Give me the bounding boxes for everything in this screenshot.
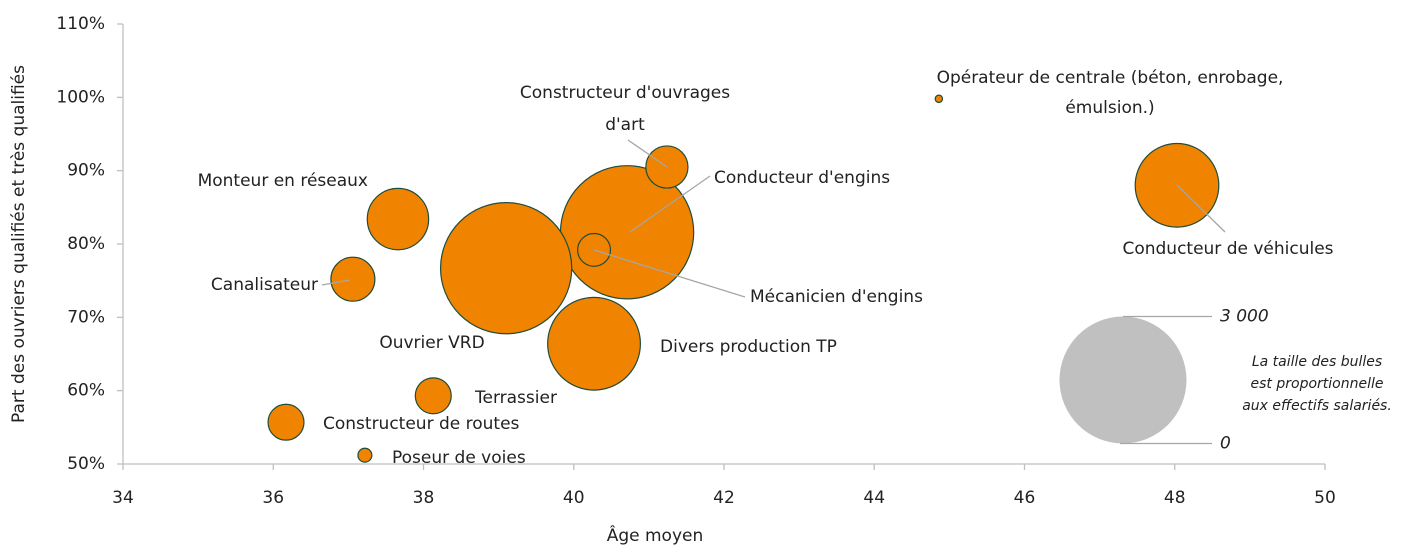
- y-tick-label: 100%: [56, 87, 105, 107]
- x-tick-label: 36: [262, 488, 284, 508]
- y-axis-title: Part des ouvriers qualifiés et très qual…: [9, 65, 29, 423]
- leader-line: [321, 279, 351, 286]
- bubble-label: Mécanicien d'engins: [750, 287, 923, 307]
- size-legend-note: La taille des bulles: [1252, 354, 1382, 370]
- x-tick-label: 50: [1314, 488, 1336, 508]
- bubble-label: Constructeur de routes: [323, 414, 520, 434]
- size-legend-bubble: [1059, 316, 1187, 444]
- size-legend-note: est proportionnelle: [1251, 376, 1384, 392]
- x-tick-label: 40: [563, 488, 585, 508]
- bubble-label: Canalisateur: [211, 275, 318, 295]
- y-tick-label: 60%: [67, 381, 105, 401]
- x-tick-label: 38: [413, 488, 435, 508]
- x-tick-label: 42: [713, 488, 735, 508]
- bubble: [414, 377, 452, 415]
- bubble-label: Poseur de voies: [392, 448, 526, 468]
- leader-line: [1176, 184, 1226, 233]
- x-tick-label: 44: [863, 488, 885, 508]
- size-legend-label: 0: [1220, 434, 1231, 454]
- bubble-label: Conducteur d'engins: [714, 168, 890, 188]
- bubble: [267, 403, 305, 441]
- bubble: [577, 232, 612, 267]
- bubble-label: Divers production TP: [660, 337, 837, 357]
- leader-line: [627, 139, 668, 168]
- leader-line: [629, 175, 711, 233]
- y-tick-label: 50%: [67, 454, 105, 474]
- bubble-label: Constructeur d'ouvrages: [520, 83, 730, 103]
- bubble-label: Conducteur de véhicules: [1122, 239, 1333, 259]
- x-tick-label: 34: [112, 488, 134, 508]
- bubble: [366, 187, 430, 251]
- leader-line: [593, 249, 746, 298]
- bubble: [439, 202, 573, 335]
- bubble: [357, 447, 373, 463]
- y-tick-label: 90%: [67, 161, 105, 181]
- x-tick-label: 46: [1014, 488, 1036, 508]
- bubble-label: Terrassier: [474, 388, 557, 408]
- x-tick-label: 48: [1164, 488, 1186, 508]
- y-tick-label: 80%: [67, 234, 105, 254]
- bubble: [547, 296, 642, 391]
- bubble-label: Ouvrier VRD: [379, 333, 484, 353]
- y-tick-label: 70%: [67, 307, 105, 327]
- bubble-label: d'art: [605, 115, 645, 135]
- size-legend-note: aux effectifs salariés.: [1242, 398, 1392, 414]
- bubble-label: émulsion.): [1065, 98, 1154, 118]
- bubble: [934, 94, 944, 104]
- x-axis-title: Âge moyen: [607, 524, 704, 546]
- y-tick-label: 110%: [56, 14, 105, 34]
- bubble-label: Monteur en réseaux: [198, 171, 368, 191]
- bubble: [330, 256, 376, 302]
- size-legend-label: 3 000: [1220, 307, 1269, 327]
- bubble-label: Opérateur de centrale (béton, enrobage,: [937, 68, 1284, 88]
